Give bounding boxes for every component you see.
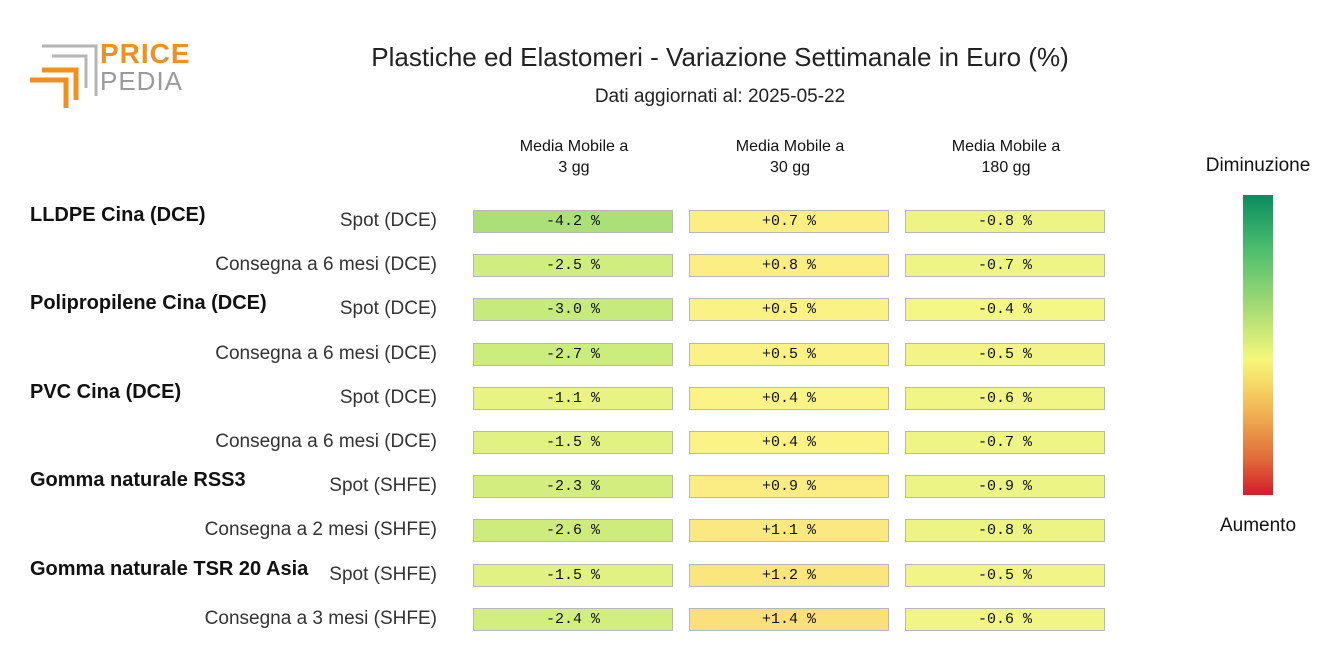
heatmap-cell: -2.7 %: [473, 342, 673, 366]
heatmap-cell: -4.2 %: [473, 210, 673, 233]
heatmap-cell: -0.8 %: [905, 519, 1105, 543]
heatmap-cell: -1.1 %: [473, 386, 673, 410]
heatmap-cell: -0.8 %: [905, 210, 1105, 233]
product-name: PVC Cina (DCE): [30, 380, 182, 403]
heatmap-cell: -0.9 %: [905, 475, 1105, 499]
column-header-line: 180 gg: [981, 159, 1031, 176]
column-header-line: 3 gg: [558, 159, 590, 176]
chart-subtitle: Dati aggiornati al: 2025-05-22: [594, 86, 846, 107]
chart-title: Plastiche ed Elastomeri - Variazione Set…: [371, 42, 1069, 72]
heatmap-cell: -0.7 %: [905, 254, 1105, 278]
heatmap-cell: -0.6 %: [905, 386, 1105, 410]
heatmap-cell: -2.6 %: [473, 519, 673, 543]
contract-label: Consegna a 6 mesi (DCE): [215, 254, 437, 276]
heatmap-cell: -3.0 %: [473, 298, 673, 322]
heatmap-cell: +1.2 %: [689, 563, 889, 587]
heatmap-cell: +0.4 %: [689, 386, 889, 410]
column-header: Media Mobile a 180 gg: [905, 136, 1107, 178]
legend-top-label: Diminuzione: [1205, 155, 1311, 176]
heatmap-cell: +1.1 %: [689, 519, 889, 543]
logo-text-pedia: PEDIA: [100, 66, 184, 96]
logo-mark-icon: [30, 44, 98, 108]
heatmap-cell: -0.5 %: [905, 563, 1105, 587]
product-name: LLDPE Cina (DCE): [30, 204, 206, 226]
product-name: Gomma naturale RSS3: [30, 469, 246, 492]
heatmap-cell: -2.3 %: [473, 475, 673, 499]
column-header: Media Mobile a 30 gg: [689, 136, 891, 178]
logo-text-price: PRICE: [100, 38, 191, 69]
legend-bottom-label: Aumento: [1219, 515, 1297, 536]
contract-label: Spot (SHFE): [329, 475, 437, 497]
column-header: Media Mobile a 3 gg: [473, 136, 675, 178]
heatmap-cell: -0.5 %: [905, 342, 1105, 366]
heatmap-cell: -0.4 %: [905, 298, 1105, 322]
heatmap-cell: -1.5 %: [473, 431, 673, 454]
column-header-line: Media Mobile a: [519, 138, 629, 155]
heatmap-cell: +0.7 %: [689, 210, 889, 233]
contract-label: Spot (DCE): [339, 210, 437, 231]
heatmap-cell: -2.4 %: [473, 607, 673, 631]
product-name: Polipropilene Cina (DCE): [30, 292, 267, 315]
product-name: Gomma naturale TSR 20 Asia: [30, 557, 309, 580]
heatmap-cell: -1.5 %: [473, 563, 673, 587]
contract-label: Spot (DCE): [339, 298, 437, 320]
contract-label: Consegna a 3 mesi (SHFE): [204, 607, 437, 629]
contract-label: Consegna a 6 mesi (DCE): [215, 431, 437, 452]
heatmap-cell: +0.8 %: [689, 254, 889, 278]
column-header-line: Media Mobile a: [951, 138, 1061, 155]
heatmap-cell: -0.7 %: [905, 431, 1105, 454]
heatmap-cell: -2.5 %: [473, 254, 673, 278]
column-header-line: 30 gg: [769, 159, 811, 176]
heatmap-cell: -0.6 %: [905, 607, 1105, 631]
color-scale-bar: [1243, 195, 1273, 495]
pricepedia-logo: PRICE PEDIA: [30, 38, 190, 110]
column-header-line: Media Mobile a: [735, 138, 845, 155]
contract-label: Consegna a 2 mesi (SHFE): [204, 519, 437, 541]
heatmap-cell: +0.4 %: [689, 431, 889, 454]
contract-label: Spot (SHFE): [329, 563, 437, 585]
contract-label: Spot (DCE): [339, 386, 437, 408]
heatmap-cell: +1.4 %: [689, 607, 889, 631]
heatmap-cell: +0.9 %: [689, 475, 889, 499]
heatmap-cell: +0.5 %: [689, 342, 889, 366]
contract-label: Consegna a 6 mesi (DCE): [215, 342, 437, 364]
heatmap-cell: +0.5 %: [689, 298, 889, 322]
